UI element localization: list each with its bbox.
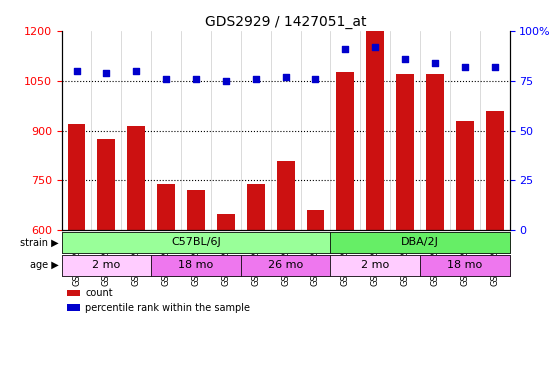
Point bbox=[251, 76, 260, 82]
Point bbox=[371, 44, 380, 50]
Bar bbox=[337, 72, 354, 230]
Text: 18 mo: 18 mo bbox=[447, 260, 482, 270]
Bar bbox=[157, 184, 175, 230]
Point bbox=[311, 76, 320, 82]
Text: percentile rank within the sample: percentile rank within the sample bbox=[85, 303, 250, 313]
Bar bbox=[277, 161, 295, 230]
Point bbox=[192, 76, 200, 82]
Bar bbox=[426, 74, 444, 230]
Bar bbox=[97, 139, 115, 230]
Point bbox=[281, 74, 290, 80]
Text: C57BL/6J: C57BL/6J bbox=[171, 237, 221, 248]
Bar bbox=[127, 126, 145, 230]
Point bbox=[460, 64, 469, 70]
Point bbox=[102, 70, 111, 76]
Text: strain ▶: strain ▶ bbox=[20, 237, 59, 248]
Bar bbox=[366, 31, 384, 230]
Point bbox=[400, 56, 409, 62]
Text: 2 mo: 2 mo bbox=[361, 260, 389, 270]
Text: DBA/2J: DBA/2J bbox=[401, 237, 439, 248]
Point bbox=[162, 76, 171, 82]
Text: age ▶: age ▶ bbox=[30, 260, 59, 270]
Point bbox=[72, 68, 81, 74]
Bar bbox=[396, 74, 414, 230]
Text: 26 mo: 26 mo bbox=[268, 260, 303, 270]
Bar bbox=[187, 190, 205, 230]
Point bbox=[221, 78, 230, 84]
Text: count: count bbox=[85, 288, 113, 298]
Point bbox=[490, 64, 499, 70]
Point bbox=[431, 60, 440, 66]
Point bbox=[341, 46, 350, 52]
Point bbox=[132, 68, 141, 74]
Text: GDS2929 / 1427051_at: GDS2929 / 1427051_at bbox=[205, 15, 366, 29]
Bar bbox=[217, 214, 235, 230]
Text: 18 mo: 18 mo bbox=[179, 260, 213, 270]
Bar bbox=[306, 210, 324, 230]
Text: 2 mo: 2 mo bbox=[92, 260, 120, 270]
Bar bbox=[247, 184, 265, 230]
Bar bbox=[486, 111, 503, 230]
Bar bbox=[456, 121, 474, 230]
Bar bbox=[68, 124, 86, 230]
